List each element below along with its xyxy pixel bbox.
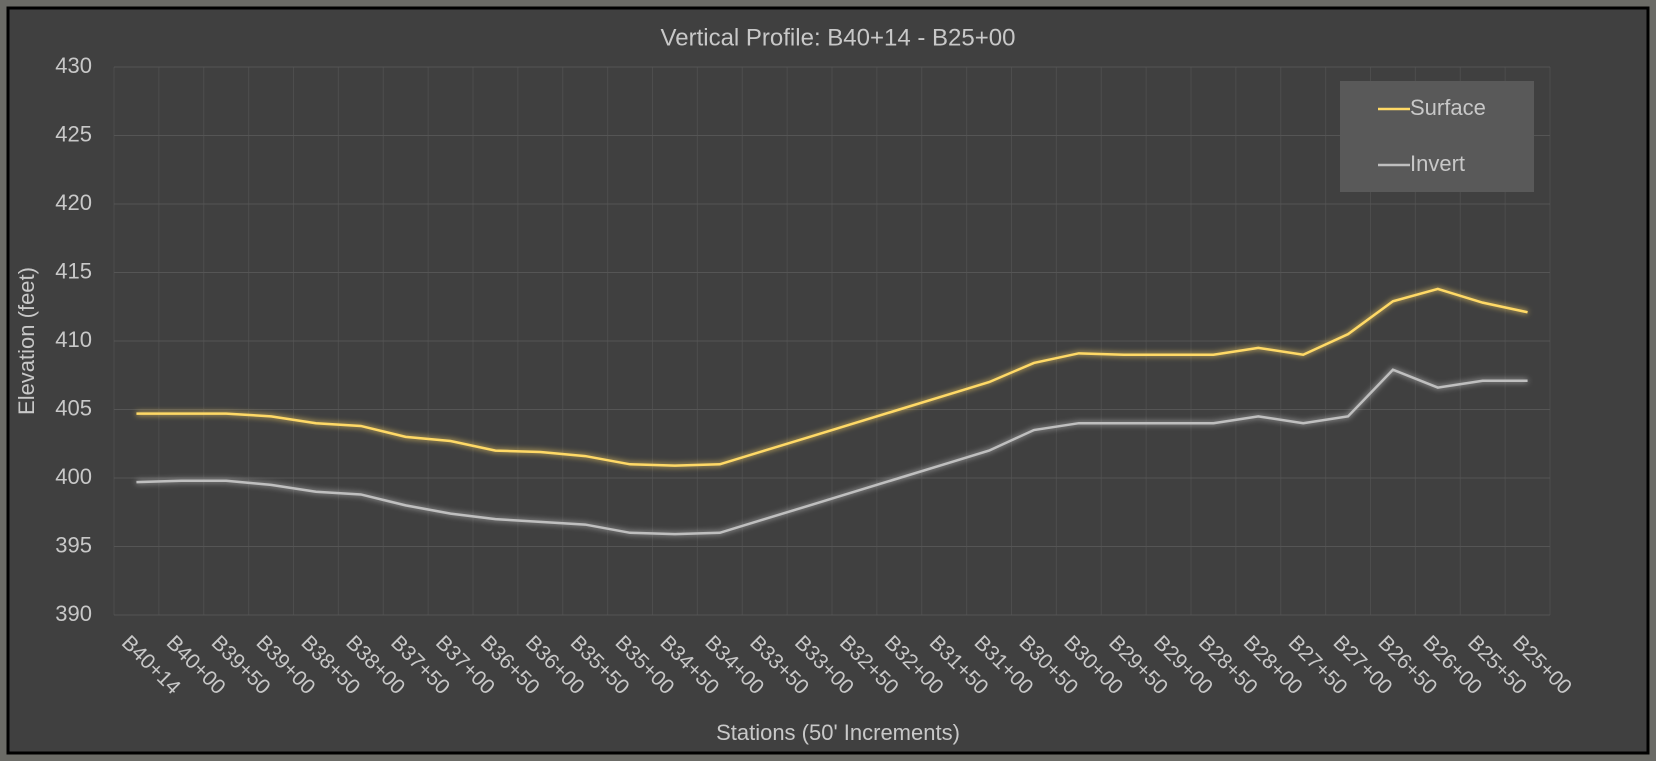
y-tick-label: 410 — [55, 327, 92, 352]
legend-label: Invert — [1410, 151, 1465, 176]
y-tick-label: 405 — [55, 395, 92, 420]
series-line — [136, 368, 1528, 536]
x-axis-title: Stations (50' Increments) — [716, 720, 960, 745]
y-tick-label: 425 — [55, 121, 92, 146]
y-tick-label: 400 — [55, 464, 92, 489]
series-line — [136, 287, 1528, 467]
y-axis-title: Elevation (feet) — [14, 267, 39, 415]
legend-box — [1340, 81, 1534, 192]
chart-title: Vertical Profile: B40+14 - B25+00 — [661, 24, 1016, 51]
y-tick-label: 430 — [55, 53, 92, 78]
y-tick-label: 390 — [55, 601, 92, 626]
y-tick-label: 420 — [55, 190, 92, 215]
y-tick-label: 415 — [55, 258, 92, 283]
y-tick-label: 395 — [55, 532, 92, 557]
legend-label: Surface — [1410, 95, 1486, 120]
